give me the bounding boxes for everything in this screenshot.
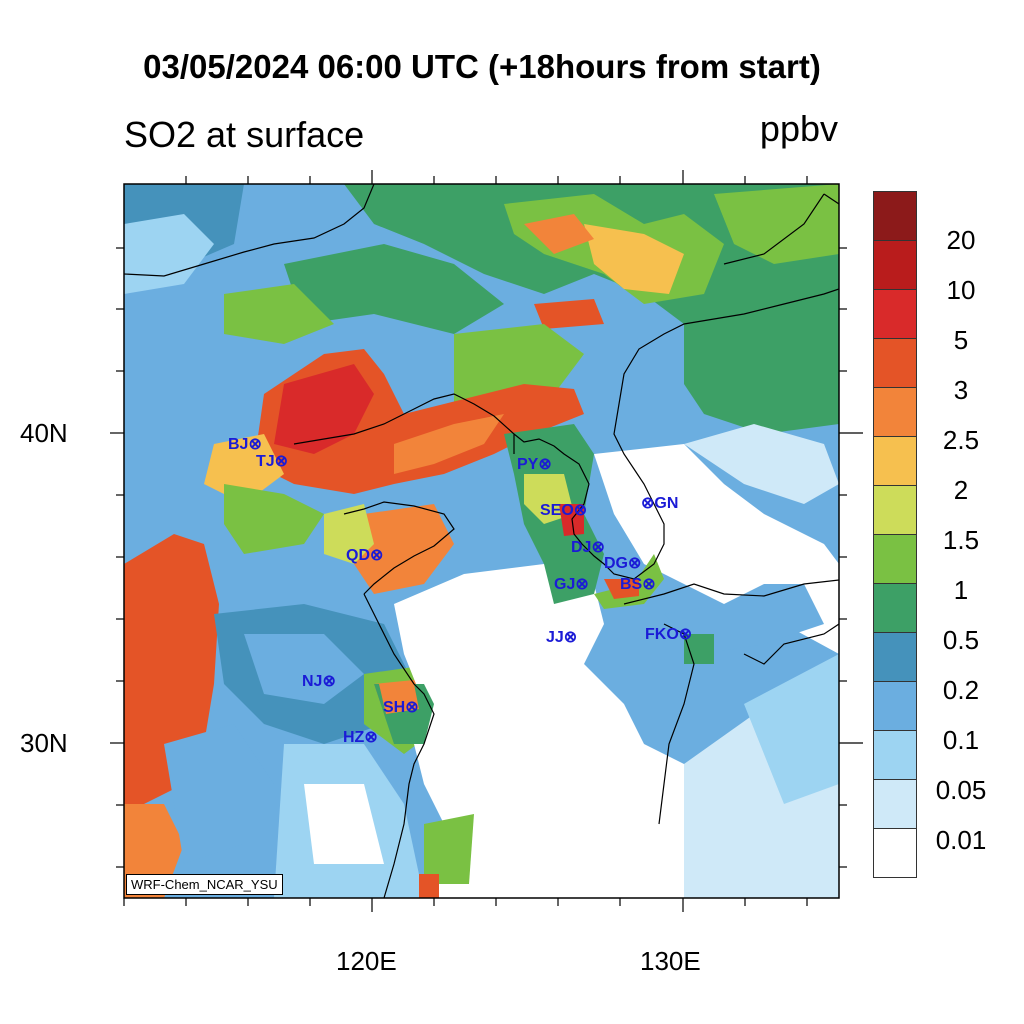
lon-label-130e: 130E <box>640 946 701 976</box>
variable-label: SO2 at surface <box>124 114 365 155</box>
city-marker-bs: BS⊗ <box>620 576 656 593</box>
units-label: ppbv <box>759 108 838 149</box>
legend-swatch <box>873 339 917 388</box>
model-tag: WRF-Chem_NCAR_YSU <box>126 874 283 895</box>
city-marker-dj: DJ⊗ <box>571 539 605 556</box>
legend-label: 1.5 <box>942 525 980 555</box>
city-marker-sh: SH⊗ <box>383 699 419 716</box>
legend-label: 3 <box>953 375 969 405</box>
legend-label: 1 <box>953 575 969 605</box>
legend-swatch <box>873 290 917 339</box>
legend-swatch <box>873 780 917 829</box>
city-marker-nj: NJ⊗ <box>302 673 336 690</box>
legend-label: 0.1 <box>942 725 980 755</box>
legend-label: 2.5 <box>942 425 980 455</box>
legend-swatch <box>873 731 917 780</box>
legend-swatch <box>873 241 917 290</box>
legend-swatch <box>873 584 917 633</box>
concentration-map <box>124 184 839 898</box>
lon-label-120e: 120E <box>336 946 397 976</box>
city-marker-jj: JJ⊗ <box>546 629 578 646</box>
legend-swatch <box>873 633 917 682</box>
lat-label-40n: 40N <box>20 418 68 448</box>
map-field <box>124 184 839 898</box>
legend-swatch <box>873 191 917 241</box>
legend-label: 2 <box>953 475 969 505</box>
legend-label: 20 <box>946 225 976 255</box>
city-marker-gn: ⊗GN <box>641 495 679 512</box>
legend-label: 5 <box>953 325 969 355</box>
city-marker-dg: DG⊗ <box>604 555 642 572</box>
legend-swatch <box>873 486 917 535</box>
legend-swatch <box>873 682 917 731</box>
color-legend <box>873 191 917 878</box>
city-marker-qd: QD⊗ <box>346 547 384 564</box>
city-marker-tj: TJ⊗ <box>256 453 289 470</box>
city-marker-hz: HZ⊗ <box>343 729 378 746</box>
legend-swatch <box>873 829 917 878</box>
legend-swatch <box>873 535 917 584</box>
legend-label: 10 <box>946 275 976 305</box>
lat-label-30n: 30N <box>20 728 68 758</box>
city-marker-seo: SEO⊗ <box>540 502 588 519</box>
city-marker-py: PY⊗ <box>517 456 552 473</box>
legend-label: 0.01 <box>935 825 987 855</box>
city-marker-fko: FKO⊗ <box>645 626 693 643</box>
legend-label: 0.5 <box>942 625 980 655</box>
legend-label: 0.05 <box>935 775 987 805</box>
city-marker-gj: GJ⊗ <box>554 576 589 593</box>
legend-swatch <box>873 437 917 486</box>
legend-label: 0.2 <box>942 675 980 705</box>
map-title: 03/05/2024 06:00 UTC (+18hours from star… <box>143 48 821 85</box>
city-marker-bj: BJ⊗ <box>228 436 262 453</box>
legend-swatch <box>873 388 917 437</box>
